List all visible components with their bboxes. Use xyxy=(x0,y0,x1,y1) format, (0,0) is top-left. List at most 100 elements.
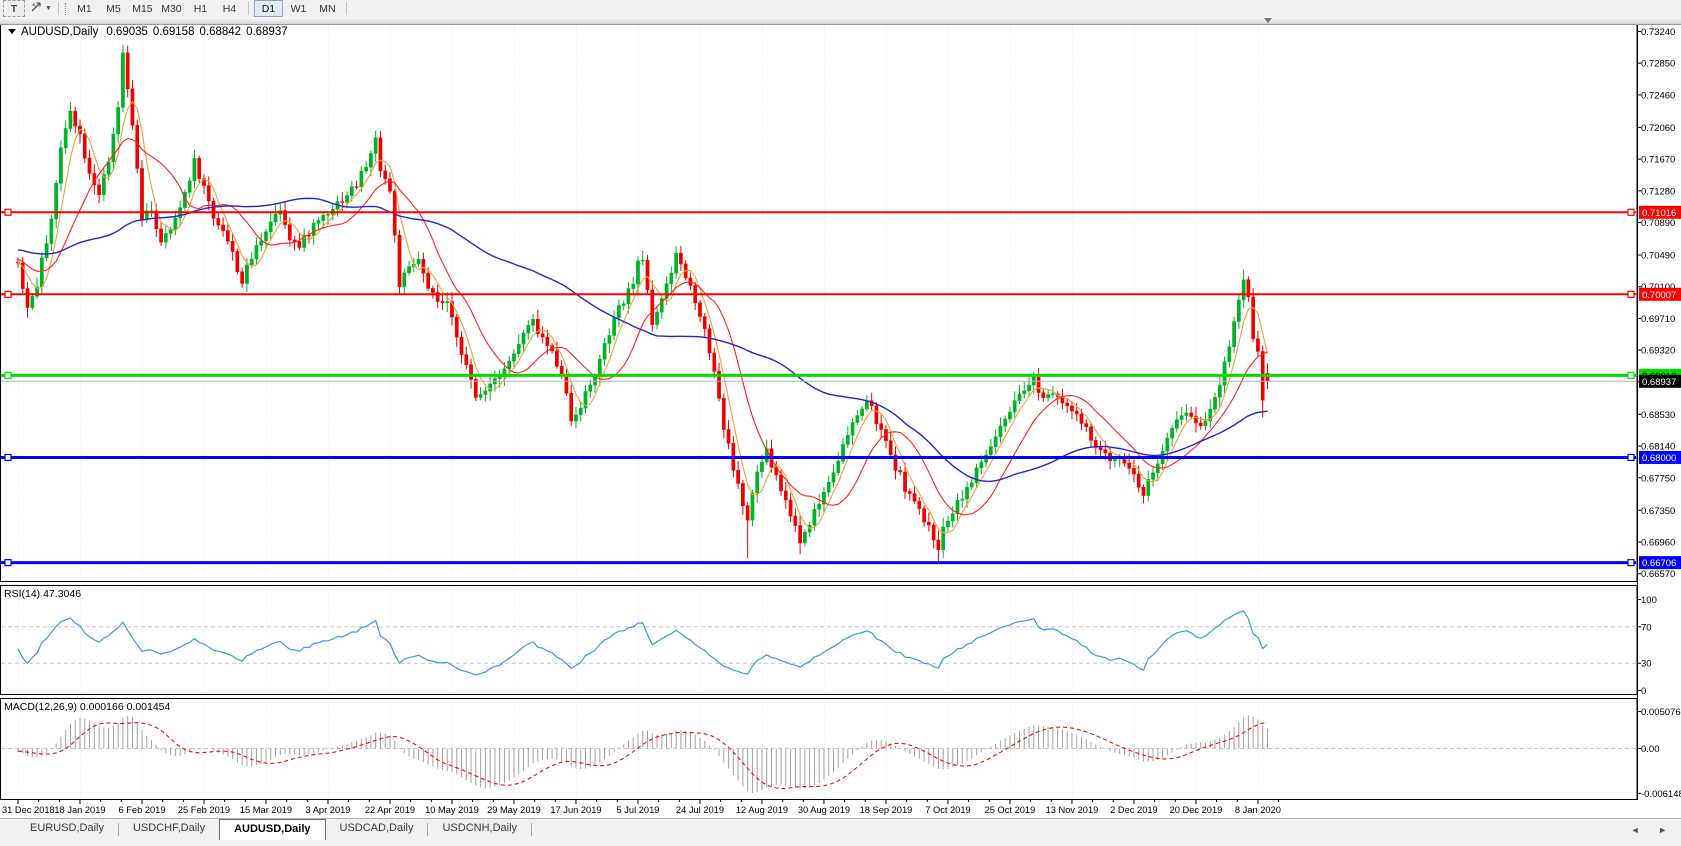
hline-0.68000[interactable] xyxy=(1,453,1636,462)
svg-text:12 Aug 2019: 12 Aug 2019 xyxy=(736,805,788,815)
svg-text:22 Apr 2019: 22 Apr 2019 xyxy=(365,805,415,815)
grid xyxy=(18,25,1259,799)
svg-text:8 Jan 2020: 8 Jan 2020 xyxy=(1235,805,1281,815)
timeframe-button-mn[interactable]: MN xyxy=(319,2,336,15)
svg-text:10 May 2019: 10 May 2019 xyxy=(425,805,479,815)
chart-title: AUDUSD,Daily 0.69035 0.69158 0.68842 0.68937 xyxy=(8,26,288,38)
symbol-tab-bar: EURUSD,Daily USDCHF,Daily AUDUSD,Daily USDC… xyxy=(0,818,1681,846)
svg-text:70: 70 xyxy=(1641,622,1652,633)
chart-style-arrows-icon xyxy=(30,1,43,16)
svg-text:30: 30 xyxy=(1641,659,1652,670)
svg-text:0.67350: 0.67350 xyxy=(1641,506,1675,517)
symbol-dropdown-icon[interactable] xyxy=(8,29,16,34)
timeframe-button-m1[interactable]: M1 xyxy=(77,2,92,15)
toolbar: T ▼ M1 M5 M15 M30 H1 H4 D1 W1 MN xyxy=(0,0,1681,18)
svg-text:0.71016: 0.71016 xyxy=(1642,208,1676,219)
svg-text:0.71280: 0.71280 xyxy=(1641,186,1675,197)
timeframe-button-m30[interactable]: M30 xyxy=(161,2,182,15)
svg-text:0.66706: 0.66706 xyxy=(1642,558,1676,569)
timeframe-toolbar: M1 M5 M15 M30 H1 H4 D1 W1 MN xyxy=(70,0,351,17)
svg-text:0.00: 0.00 xyxy=(1641,744,1660,755)
svg-text:3 Apr 2019: 3 Apr 2019 xyxy=(305,805,350,815)
svg-text:31 Dec 2018: 31 Dec 2018 xyxy=(2,805,55,815)
text-tool-button[interactable]: T xyxy=(3,0,25,17)
chevron-down-icon: ▼ xyxy=(45,5,52,12)
svg-text:0.67750: 0.67750 xyxy=(1641,473,1675,484)
chart-shift-marker-icon[interactable] xyxy=(1264,18,1272,23)
svg-text:17 Jun 2019: 17 Jun 2019 xyxy=(550,805,601,815)
svg-text:100: 100 xyxy=(1641,595,1657,606)
timeframe-button-w1[interactable]: W1 xyxy=(290,2,307,15)
hline-0.66706[interactable] xyxy=(1,559,1636,567)
macd-label: MACD(12,26,9) 0.000166 0.001454 xyxy=(4,701,171,713)
svg-text:25 Oct 2019: 25 Oct 2019 xyxy=(985,805,1036,815)
hline-0.70007[interactable] xyxy=(1,290,1636,298)
timeframe-button-h1[interactable]: H1 xyxy=(193,2,208,15)
toolbar-separator xyxy=(345,2,347,15)
tab-usdchf[interactable]: USDCHF,Daily xyxy=(132,822,206,834)
rsi-label: RSI(14) 47.3046 xyxy=(4,588,81,600)
tab-usdcad[interactable]: USDCAD,Daily xyxy=(339,822,414,834)
svg-text:18 Jan 2019: 18 Jan 2019 xyxy=(54,805,105,815)
chart-top-strip xyxy=(0,17,1681,25)
svg-text:0.72060: 0.72060 xyxy=(1641,123,1675,134)
svg-text:0.66570: 0.66570 xyxy=(1641,569,1675,580)
hline-0.71016[interactable] xyxy=(1,208,1636,216)
svg-text:0.66960: 0.66960 xyxy=(1641,537,1675,548)
svg-text:24 Jul 2019: 24 Jul 2019 xyxy=(676,805,724,815)
svg-text:25 Feb 2019: 25 Feb 2019 xyxy=(178,805,230,815)
svg-text:0.69320: 0.69320 xyxy=(1641,346,1675,357)
svg-text:-0.006148: -0.006148 xyxy=(1641,789,1681,800)
tab-separator xyxy=(531,823,533,836)
timeframe-button-m5[interactable]: M5 xyxy=(106,2,121,15)
timeframe-button-m15[interactable]: M15 xyxy=(132,2,153,15)
symbol-tabs: EURUSD,Daily USDCHF,Daily AUDUSD,Daily USDC… xyxy=(16,819,533,840)
timeframe-button-d1[interactable]: D1 xyxy=(253,0,283,17)
tab-scroll-right-icon[interactable]: ► xyxy=(1658,825,1675,835)
pane-borders xyxy=(0,24,1638,800)
tab-audusd[interactable]: AUDUSD,Daily xyxy=(219,819,326,840)
toolbar-grip xyxy=(64,2,66,15)
svg-text:0.005076: 0.005076 xyxy=(1641,707,1681,718)
svg-text:0.70007: 0.70007 xyxy=(1642,290,1676,301)
toolbar-separator xyxy=(247,2,249,15)
svg-text:0.72460: 0.72460 xyxy=(1641,90,1675,101)
toolbar-separator xyxy=(57,2,59,15)
tab-separator xyxy=(117,823,119,836)
svg-text:13 Nov 2019: 13 Nov 2019 xyxy=(1046,805,1099,815)
svg-text:0.72850: 0.72850 xyxy=(1641,59,1675,70)
svg-text:0: 0 xyxy=(1641,686,1646,697)
tab-separator xyxy=(427,823,429,836)
svg-text:0.68000: 0.68000 xyxy=(1642,453,1676,464)
svg-text:0.69710: 0.69710 xyxy=(1641,314,1675,325)
rsi-pane: 100 70 30 0 xyxy=(1,595,1657,697)
svg-text:0.68530: 0.68530 xyxy=(1641,410,1675,421)
svg-text:29 May 2019: 29 May 2019 xyxy=(487,805,541,815)
svg-text:5 Jul 2019: 5 Jul 2019 xyxy=(617,805,660,815)
svg-text:18 Sep 2019: 18 Sep 2019 xyxy=(860,805,913,815)
tab-usdcnh[interactable]: USDCNH,Daily xyxy=(442,822,518,834)
svg-text:0.73240: 0.73240 xyxy=(1641,27,1675,38)
svg-text:0.71670: 0.71670 xyxy=(1641,155,1675,166)
svg-text:0.68937: 0.68937 xyxy=(1642,377,1676,388)
svg-text:2 Dec 2019: 2 Dec 2019 xyxy=(1110,805,1158,815)
tab-scroll-arrows: ◄ ► xyxy=(1631,825,1675,835)
chart-style-button[interactable]: ▼ xyxy=(28,1,54,16)
time-axis[interactable]: 31 Dec 2018 18 Jan 2019 6 Feb 2019 25 Feb 2… xyxy=(2,800,1281,815)
price-axis[interactable]: 0.73240 0.72850 0.72460 0.72060 0.71670 0.712… xyxy=(1637,27,1681,580)
candles xyxy=(16,44,1270,562)
tab-eurusd[interactable]: EURUSD,Daily xyxy=(30,822,104,834)
timeframe-button-h4[interactable]: H4 xyxy=(222,2,237,15)
svg-text:6 Feb 2019: 6 Feb 2019 xyxy=(118,805,165,815)
svg-text:0.70490: 0.70490 xyxy=(1641,251,1675,262)
svg-text:0.70890: 0.70890 xyxy=(1641,218,1675,229)
svg-text:15 Mar 2019: 15 Mar 2019 xyxy=(240,805,292,815)
svg-text:20 Dec 2019: 20 Dec 2019 xyxy=(1170,805,1223,815)
horizontal-lines[interactable] xyxy=(1,208,1636,567)
tab-scroll-left-icon[interactable]: ◄ xyxy=(1630,825,1648,835)
svg-text:30 Aug 2019: 30 Aug 2019 xyxy=(798,805,850,815)
macd-pane: 0.005076 0.00 -0.006148 xyxy=(1,707,1681,800)
hline-0.69010[interactable] xyxy=(1,371,1636,379)
